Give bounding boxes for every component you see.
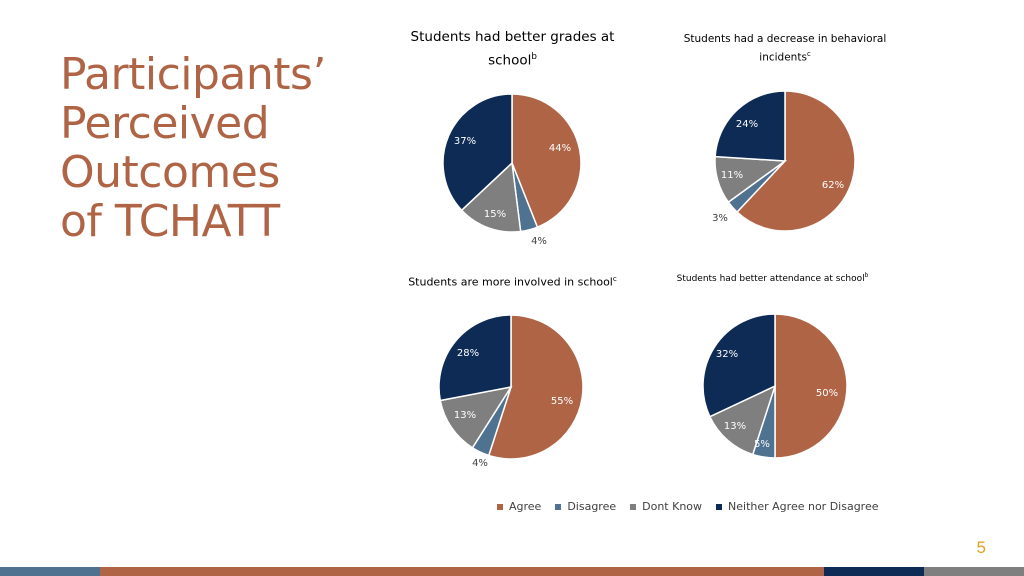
footer-segment <box>924 567 1024 576</box>
data-label: 50% <box>816 388 838 399</box>
pie-slice-agree <box>487 314 584 460</box>
pie-slice-agree <box>736 90 856 232</box>
data-label: 5% <box>754 439 770 450</box>
pie-slice-dont-know <box>460 161 522 233</box>
data-label: 37% <box>454 136 476 147</box>
data-label: 62% <box>822 180 844 191</box>
data-label: 55% <box>551 396 573 407</box>
data-label: 24% <box>736 119 758 130</box>
legend-swatch <box>497 503 503 510</box>
chart-title-attendance: Students had better attendance at school… <box>676 273 869 284</box>
title-line: Participants’ <box>60 49 326 100</box>
legend-item-neither: Neither Agree nor Disagree <box>716 500 879 513</box>
chart-title-grades: Students had better grades at schoolb <box>410 29 615 69</box>
pie-slice-neither <box>714 90 786 162</box>
footer-segment <box>100 567 824 576</box>
legend: Agree Disagree Dont Know Neither Agree n… <box>497 500 879 513</box>
footer-segment <box>0 567 100 576</box>
pie-chart: 44% 4% 15% 37% <box>442 93 582 247</box>
data-label: 11% <box>721 170 743 181</box>
pie-slice-agree <box>511 93 582 229</box>
data-label: 13% <box>724 421 746 432</box>
pie-chart: 62% 3% 11% 24% <box>712 90 856 232</box>
data-label: 3% <box>712 213 728 224</box>
data-label: 13% <box>454 410 476 421</box>
pie-slice-dont-know <box>708 384 777 456</box>
legend-item-agree: Agree <box>497 500 541 513</box>
pie-slice-neither <box>438 314 512 402</box>
data-label: 4% <box>472 458 488 469</box>
slide-title: Participants’ Perceived Outcomes of TCHA… <box>60 50 360 246</box>
data-label: 28% <box>457 348 479 359</box>
legend-swatch <box>555 503 562 510</box>
pie-slice-agree <box>774 313 848 459</box>
footer-segment <box>824 567 924 576</box>
pie-chart: 50% 5% 13% 32% <box>702 313 848 459</box>
chart-title-involved: Students are more involved in schoolc <box>408 274 617 289</box>
pie-slice-neither <box>442 93 513 212</box>
pie-slice-dont-know <box>439 385 513 449</box>
legend-swatch <box>716 503 723 510</box>
chart-title-behavior: Students had a decrease in behavioral in… <box>683 33 887 64</box>
legend-swatch <box>630 503 637 510</box>
title-line: Outcomes <box>60 147 280 198</box>
title-line: Perceived <box>60 98 270 149</box>
data-label: 44% <box>549 143 571 154</box>
page-number: 5 <box>976 538 986 557</box>
pie-chart: 55% 4% 13% 28% <box>438 314 584 469</box>
data-label: 32% <box>716 349 738 360</box>
legend-item-disagree: Disagree <box>555 500 616 513</box>
legend-item-dont-know: Dont Know <box>630 500 702 513</box>
title-line: of TCHATT <box>60 196 280 247</box>
pie-slice-neither <box>702 313 776 418</box>
data-label: 4% <box>531 236 547 247</box>
data-label: 15% <box>484 209 506 220</box>
footer-bar <box>0 567 1024 576</box>
